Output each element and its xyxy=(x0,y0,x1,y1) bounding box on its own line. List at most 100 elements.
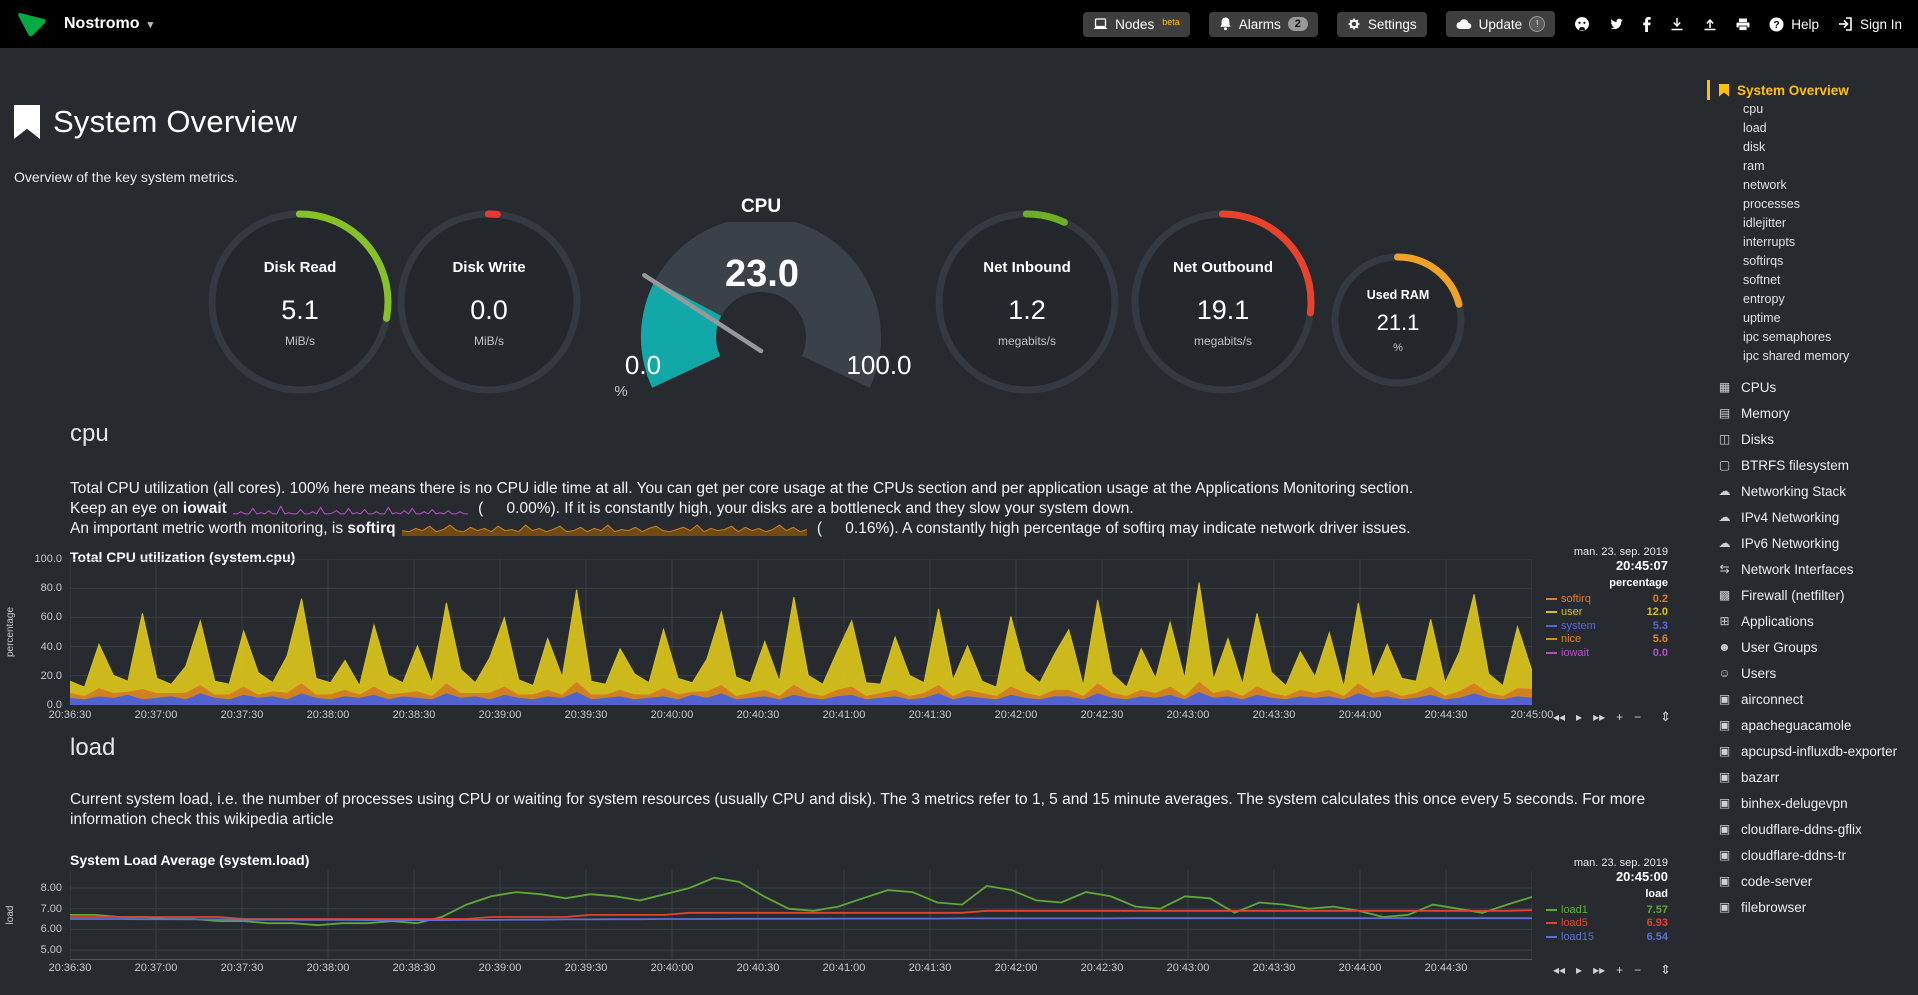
facebook-button[interactable] xyxy=(1643,16,1651,32)
signin-button[interactable]: Sign In xyxy=(1838,17,1902,32)
update-button[interactable]: Update ! xyxy=(1445,11,1556,37)
sidebar-subitem-softirqs[interactable]: softirqs xyxy=(1743,254,1784,268)
user-icon: ☺ xyxy=(1718,666,1731,680)
chart-resize-handle[interactable]: ⇕ xyxy=(1660,962,1671,977)
gauge-disk_write[interactable]: Disk Write 0.0 MiB/s xyxy=(394,207,584,402)
pan-right-button[interactable]: ▸▸ xyxy=(1593,710,1606,724)
sidebar-item-ipv6-networking[interactable]: ☁ IPv6 Networking xyxy=(1717,530,1918,556)
sidebar-item-apacheguacamole[interactable]: ▣ apacheguacamole xyxy=(1717,712,1918,738)
sidebar-subitem-idlejitter[interactable]: idlejitter xyxy=(1743,216,1787,230)
play-button[interactable]: ▸ xyxy=(1576,963,1583,977)
alarms-button[interactable]: Alarms 2 xyxy=(1208,11,1318,37)
sidebar-subitem-load[interactable]: load xyxy=(1743,121,1767,135)
play-button[interactable]: ▸ xyxy=(1576,710,1583,724)
export-button[interactable] xyxy=(1703,17,1717,31)
sidebar-item-ipv4-networking[interactable]: ☁ IPv4 Networking xyxy=(1717,504,1918,530)
chevron-down-icon: ▾ xyxy=(147,18,154,31)
sidebar-subitem-processes[interactable]: processes xyxy=(1743,197,1800,211)
sidebar-item-system-overview[interactable]: System Overview xyxy=(1707,80,1918,100)
legend-value: 5.6 xyxy=(1652,633,1668,646)
section-heading-load: load xyxy=(70,734,116,761)
sidebar-item-user-groups[interactable]: ☻ User Groups xyxy=(1717,634,1918,660)
sidebar-item-networking-stack[interactable]: ☁ Networking Stack xyxy=(1717,478,1918,504)
settings-button[interactable]: Settings xyxy=(1336,11,1427,37)
upload-icon xyxy=(1704,18,1716,31)
sidebar-item-filebrowser[interactable]: ▣ filebrowser xyxy=(1717,894,1918,920)
app-icon: ▣ xyxy=(1718,796,1731,810)
pan-left-button[interactable]: ◂◂ xyxy=(1553,710,1566,724)
laptop-icon xyxy=(1093,17,1108,29)
legend-date: man. 23. sep. 2019 xyxy=(1573,546,1668,558)
legend-item-softirq[interactable]: softirq 0.2 xyxy=(1536,592,1668,606)
pan-right-button[interactable]: ▸▸ xyxy=(1593,963,1606,977)
sidebar-item-btrfs-filesystem[interactable]: ▢ BTRFS filesystem xyxy=(1717,452,1918,478)
sidebar-subitem-entropy[interactable]: entropy xyxy=(1743,292,1785,306)
sidebar-subitem-disk[interactable]: disk xyxy=(1743,140,1766,154)
legend-item-user[interactable]: user 12.0 xyxy=(1536,606,1668,620)
sidebar-subitem-softnet[interactable]: softnet xyxy=(1743,273,1781,287)
legend-item-nice[interactable]: nice 5.6 xyxy=(1536,633,1668,647)
iowait-sparkline[interactable] xyxy=(232,502,468,517)
print-button[interactable] xyxy=(1736,18,1750,31)
sidebar-item-applications[interactable]: ⊞ Applications xyxy=(1717,608,1918,634)
sidebar-item-memory[interactable]: ▤ Memory xyxy=(1717,400,1918,426)
netdata-logo[interactable] xyxy=(16,8,50,40)
sidebar-item-firewall-netfilter-[interactable]: ▩ Firewall (netfilter) xyxy=(1717,582,1918,608)
nodes-button[interactable]: Nodes beta xyxy=(1083,11,1190,37)
sidebar-subitem-network[interactable]: network xyxy=(1743,178,1787,192)
sidebar-subitem-interrupts[interactable]: interrupts xyxy=(1743,235,1796,249)
zoom-in-button[interactable]: + xyxy=(1616,710,1624,724)
import-button[interactable] xyxy=(1670,17,1684,31)
legend-item-load1[interactable]: load1 7.57 xyxy=(1536,903,1668,917)
sidebar-item-label: User Groups xyxy=(1741,639,1818,655)
gauge-net_outbound[interactable]: Net Outbound 19.1 megabits/s xyxy=(1128,207,1318,402)
gauge-cpu[interactable]: CPU 23.0 0.0 100.0% xyxy=(591,196,931,412)
sidebar-subitem-uptime[interactable]: uptime xyxy=(1743,311,1781,325)
sidebar-item-cpus[interactable]: ▦ CPUs xyxy=(1717,374,1918,400)
gauge-net_inbound[interactable]: Net Inbound 1.2 megabits/s xyxy=(932,207,1122,402)
zoom-out-button[interactable]: − xyxy=(1634,710,1642,724)
sidebar-item-users[interactable]: ☺ Users xyxy=(1717,660,1918,686)
gauge-title: CPU xyxy=(740,196,782,217)
github-button[interactable] xyxy=(1574,16,1590,32)
sidebar-subitem-ram[interactable]: ram xyxy=(1743,159,1765,173)
node-selector[interactable]: Nostromo ▾ xyxy=(64,15,153,33)
sidebar-item-disks[interactable]: ◫ Disks xyxy=(1717,426,1918,452)
y-axis-label: 20.0 xyxy=(40,669,62,682)
sidebar-item-cloudflare-ddns-tr[interactable]: ▣ cloudflare-ddns-tr xyxy=(1717,842,1918,868)
signin-icon xyxy=(1838,17,1852,31)
legend-item-iowait[interactable]: iowait 0.0 xyxy=(1536,646,1668,660)
node-name: Nostromo xyxy=(64,15,140,32)
x-axis-label: 20:43:00 xyxy=(1166,709,1210,721)
x-axis-label: 20:36:30 xyxy=(48,709,92,721)
sidebar-item-airconnect[interactable]: ▣ airconnect xyxy=(1717,686,1918,712)
legend-name: load1 xyxy=(1561,903,1588,916)
legend-item-system[interactable]: system 5.3 xyxy=(1536,619,1668,633)
app-icon: ▣ xyxy=(1718,770,1731,784)
softirq-sparkline[interactable] xyxy=(401,522,807,537)
chart-resize-handle[interactable]: ⇕ xyxy=(1660,709,1671,724)
help-button[interactable]: ? Help xyxy=(1769,17,1819,32)
sidebar-subitem-ipc-shared-memory[interactable]: ipc shared memory xyxy=(1743,349,1850,363)
sidebar-item-apcupsd-influxdb-exporter[interactable]: ▣ apcupsd-influxdb-exporter xyxy=(1717,738,1918,764)
gauge-used_ram[interactable]: Used RAM 21.1% xyxy=(1328,250,1468,395)
sidebar-subitem-ipc-semaphores[interactable]: ipc semaphores xyxy=(1743,330,1832,344)
gauge-disk_read[interactable]: Disk Read 5.1 MiB/s xyxy=(205,207,395,402)
sidebar-item-network-interfaces[interactable]: ⇆ Network Interfaces xyxy=(1717,556,1918,582)
sidebar-item-code-server[interactable]: ▣ code-server xyxy=(1717,868,1918,894)
legend-value: 5.3 xyxy=(1652,619,1668,632)
cpu-utilization-plot[interactable] xyxy=(70,559,1532,705)
gauge-value: 0.0 xyxy=(470,295,508,325)
zoom-in-button[interactable]: + xyxy=(1616,963,1624,977)
legend-item-load15[interactable]: load15 6.54 xyxy=(1536,930,1668,944)
sidebar-item-bazarr[interactable]: ▣ bazarr xyxy=(1717,764,1918,790)
zoom-out-button[interactable]: − xyxy=(1634,963,1642,977)
twitter-button[interactable] xyxy=(1609,17,1624,31)
pan-left-button[interactable]: ◂◂ xyxy=(1553,963,1566,977)
cloud-icon: ☁ xyxy=(1718,510,1731,524)
gauge-ring xyxy=(1131,210,1315,394)
sidebar-item-cloudflare-ddns-gflix[interactable]: ▣ cloudflare-ddns-gflix xyxy=(1717,816,1918,842)
sidebar-item-binhex-delugevpn[interactable]: ▣ binhex-delugevpn xyxy=(1717,790,1918,816)
sidebar-subitem-cpu[interactable]: cpu xyxy=(1743,102,1764,116)
legend-item-load5[interactable]: load5 6.93 xyxy=(1536,917,1668,931)
